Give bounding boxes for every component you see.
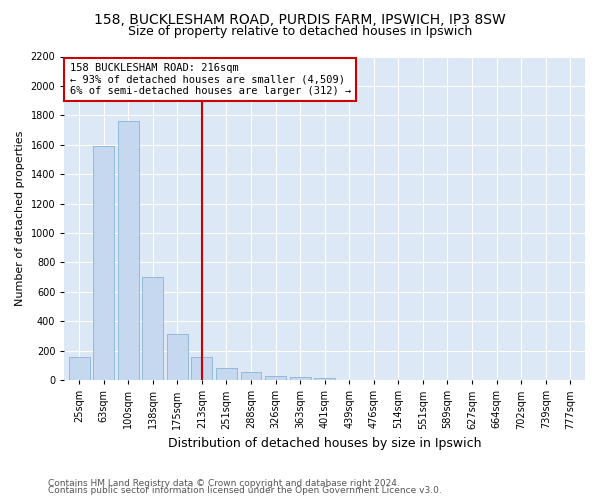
Bar bbox=[314, 378, 335, 380]
Text: Contains HM Land Registry data © Crown copyright and database right 2024.: Contains HM Land Registry data © Crown c… bbox=[48, 478, 400, 488]
Bar bbox=[265, 376, 286, 380]
Bar bbox=[142, 277, 163, 380]
Text: Size of property relative to detached houses in Ipswich: Size of property relative to detached ho… bbox=[128, 25, 472, 38]
Bar bbox=[167, 334, 188, 380]
Bar bbox=[241, 372, 262, 380]
Bar bbox=[216, 368, 237, 380]
Bar bbox=[68, 356, 89, 380]
Bar bbox=[93, 146, 114, 380]
Bar bbox=[290, 377, 311, 380]
Text: 158, BUCKLESHAM ROAD, PURDIS FARM, IPSWICH, IP3 8SW: 158, BUCKLESHAM ROAD, PURDIS FARM, IPSWI… bbox=[94, 12, 506, 26]
Text: Contains public sector information licensed under the Open Government Licence v3: Contains public sector information licen… bbox=[48, 486, 442, 495]
Bar bbox=[118, 121, 139, 380]
Y-axis label: Number of detached properties: Number of detached properties bbox=[15, 130, 25, 306]
Bar bbox=[191, 356, 212, 380]
Text: 158 BUCKLESHAM ROAD: 216sqm
← 93% of detached houses are smaller (4,509)
6% of s: 158 BUCKLESHAM ROAD: 216sqm ← 93% of det… bbox=[70, 63, 351, 96]
X-axis label: Distribution of detached houses by size in Ipswich: Distribution of detached houses by size … bbox=[168, 437, 481, 450]
